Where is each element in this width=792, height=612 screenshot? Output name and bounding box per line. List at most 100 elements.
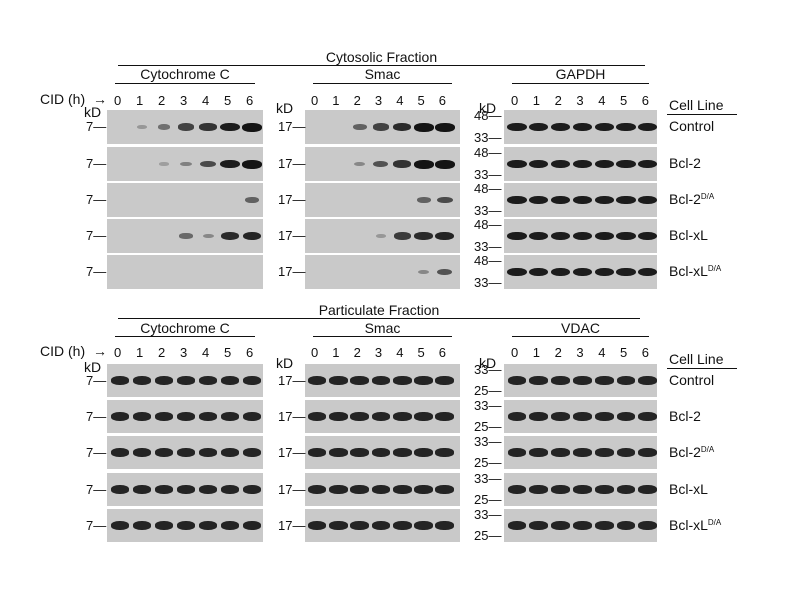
protein-band xyxy=(529,267,549,277)
protein-band xyxy=(550,195,571,205)
protein-band xyxy=(435,485,455,494)
kd-label: kD xyxy=(84,359,102,375)
protein-band xyxy=(594,521,614,530)
protein-band xyxy=(154,412,174,421)
time-point-label: 2 xyxy=(353,93,361,108)
protein-band xyxy=(573,448,592,457)
cell-line-name: Bcl-2D/A xyxy=(669,191,714,207)
mw-marker: 7— xyxy=(86,481,107,497)
protein-band xyxy=(551,412,570,421)
time-point-label: 0 xyxy=(511,93,519,108)
protein-band xyxy=(435,448,455,457)
mw-marker: 25— xyxy=(474,492,502,507)
protein-band xyxy=(110,485,130,494)
mw-marker: 7— xyxy=(86,264,107,279)
mw-marker: 17— xyxy=(278,264,306,279)
protein-band xyxy=(220,231,240,241)
protein-band xyxy=(507,122,527,132)
protein-band xyxy=(413,159,434,169)
protein-band xyxy=(242,159,262,169)
protein-band xyxy=(376,234,386,238)
protein-band xyxy=(529,521,549,530)
protein-band xyxy=(414,376,433,385)
protein-band xyxy=(529,195,549,205)
section-title-underline xyxy=(118,318,640,319)
protein-band xyxy=(594,376,614,385)
time-point-label: 6 xyxy=(246,345,254,360)
protein-band xyxy=(507,267,527,277)
mw-marker: 17— xyxy=(278,481,306,497)
protein-band xyxy=(242,412,262,421)
blot-panel xyxy=(107,436,263,469)
protein-band xyxy=(373,160,389,168)
blot-label-underline xyxy=(115,336,255,337)
protein-band xyxy=(507,195,527,205)
cell-line-text: Bcl-xL xyxy=(669,263,708,279)
time-point-label: 4 xyxy=(396,93,404,108)
mw-marker: 33— xyxy=(474,471,502,486)
protein-band xyxy=(434,159,455,169)
blot-panel xyxy=(305,147,460,181)
cell-line-name: Control xyxy=(669,372,714,388)
protein-band xyxy=(242,485,262,494)
protein-band xyxy=(638,376,657,385)
blot-panel xyxy=(504,219,657,253)
protein-band xyxy=(638,231,657,241)
mw-marker: 25— xyxy=(474,383,502,398)
mw-marker: 25— xyxy=(474,455,502,470)
protein-band xyxy=(638,195,657,205)
protein-band xyxy=(352,124,367,130)
protein-band xyxy=(392,376,412,385)
protein-band xyxy=(529,412,549,421)
protein-band xyxy=(200,160,216,168)
cell-line-name: Bcl-xLD/A xyxy=(669,517,721,533)
blot-panel xyxy=(504,183,657,217)
protein-band xyxy=(371,448,391,457)
blot-panel xyxy=(504,255,657,289)
protein-band xyxy=(350,485,369,494)
cell-line-name: Bcl-xL xyxy=(669,481,708,497)
blot-label: Cytochrome C xyxy=(140,66,230,82)
section-title-underline xyxy=(118,65,645,66)
blot-panel xyxy=(107,110,263,144)
time-point-label: 5 xyxy=(224,93,232,108)
protein-band xyxy=(638,159,657,169)
protein-band xyxy=(392,448,412,457)
cell-line-text: Control xyxy=(669,371,715,388)
protein-band xyxy=(220,122,240,132)
time-point-label: 5 xyxy=(620,93,628,108)
time-point-label: 3 xyxy=(180,93,188,108)
protein-band xyxy=(507,521,527,530)
protein-band xyxy=(307,521,327,530)
mw-marker: 33— xyxy=(474,398,502,413)
cid-arrow: → xyxy=(93,343,107,359)
mw-marker: 7— xyxy=(86,192,107,207)
protein-band xyxy=(551,448,570,457)
mw-marker: 7— xyxy=(86,372,107,388)
protein-band xyxy=(393,160,411,168)
protein-band xyxy=(242,376,262,385)
time-point-label: 0 xyxy=(311,345,319,360)
blot-label-underline xyxy=(115,83,255,84)
mw-marker: 17— xyxy=(278,192,306,207)
protein-band xyxy=(434,122,455,132)
protein-band xyxy=(507,412,527,421)
protein-band xyxy=(220,412,240,421)
protein-band xyxy=(594,231,614,241)
protein-band xyxy=(199,123,217,131)
mw-marker: 17— xyxy=(278,517,306,533)
protein-band xyxy=(594,485,614,494)
protein-band xyxy=(572,195,593,205)
protein-band xyxy=(110,376,130,385)
protein-band xyxy=(616,267,636,277)
blot-panel xyxy=(504,110,657,144)
protein-band xyxy=(132,485,152,494)
kd-label: kD xyxy=(276,355,294,371)
protein-band xyxy=(616,521,636,530)
time-point-label: 0 xyxy=(114,345,122,360)
cell-line-superscript: D/A xyxy=(700,444,715,454)
blot-panel xyxy=(305,400,460,433)
time-point-label: 0 xyxy=(114,93,122,108)
protein-band xyxy=(529,122,549,132)
time-point-label: 5 xyxy=(620,345,628,360)
